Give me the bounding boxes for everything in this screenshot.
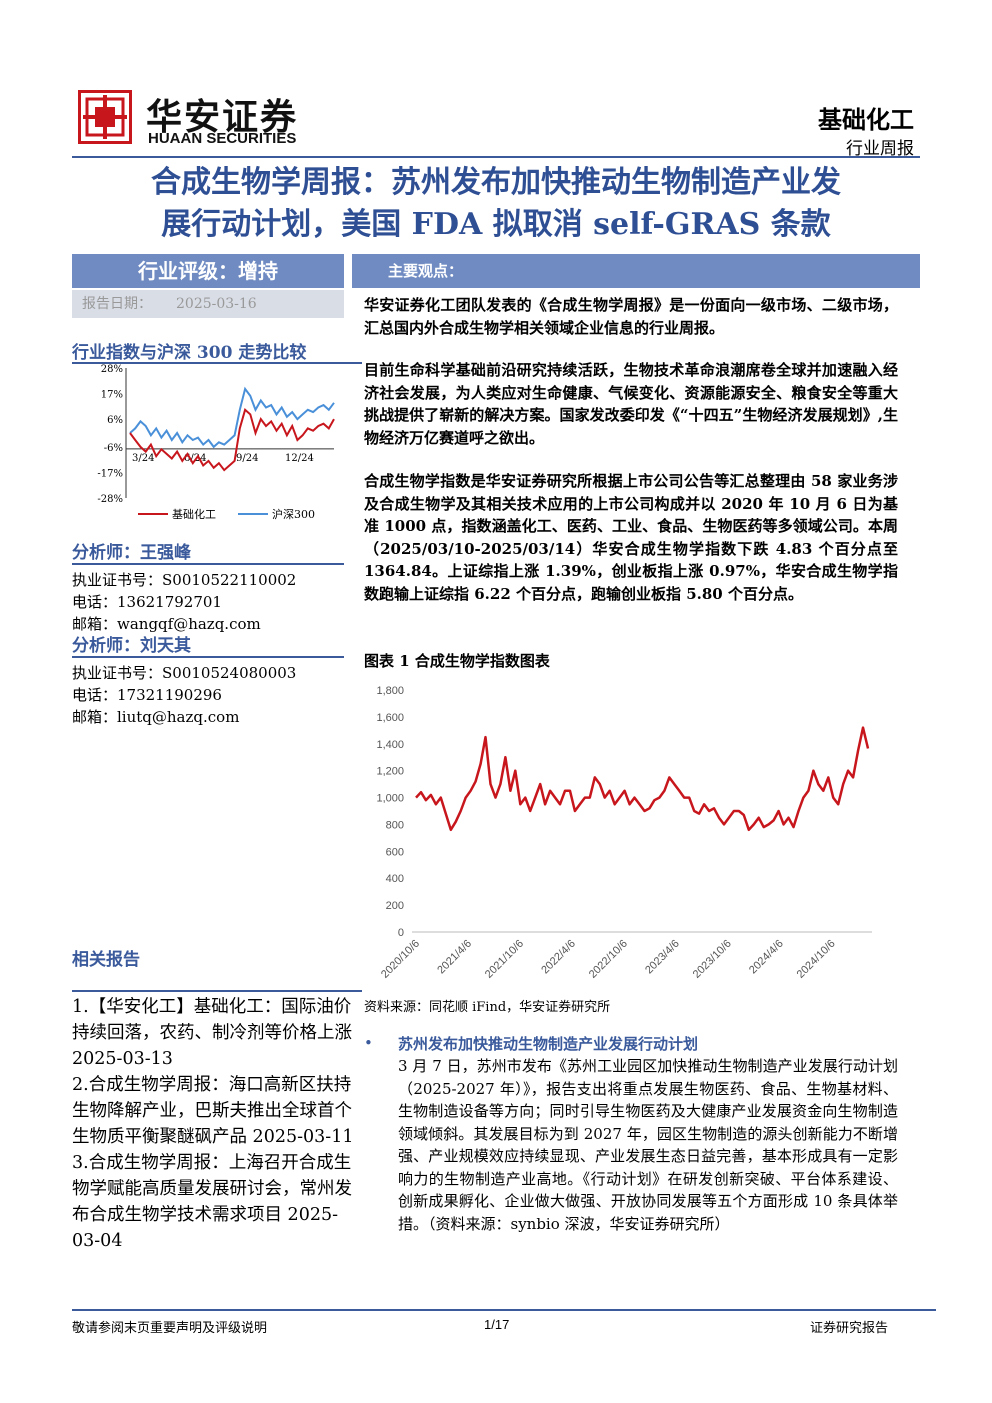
related-report-item[interactable]: 3.合成生物学周报：上海召开合成生物学赋能高质量发展研讨会，常州发布合成生物学技… — [72, 1153, 352, 1251]
index-chart-divider — [72, 362, 362, 364]
footer-report-type: 证券研究报告 — [810, 1321, 889, 1336]
analyst-1-title: 分析师：王强峰 — [72, 543, 191, 563]
logo-text-cn: 华安证券 — [146, 96, 299, 138]
y-tick-label: 1,600 — [376, 712, 404, 724]
synbio-index-chart: 0 200 400 600 800 1,000 1,200 1,400 1,600 1,800 20… — [376, 685, 872, 981]
footer-divider — [72, 1309, 936, 1311]
y-tick-label: 800 — [386, 819, 404, 831]
y-tick-label: 28% — [101, 364, 123, 375]
y-tick-label: 400 — [386, 873, 404, 885]
news-title: 苏州发布加快推动生物制造产业发展行动计划 — [398, 1035, 699, 1053]
y-tick-label: 1,000 — [376, 793, 404, 805]
analyst-1-cert: 执业证书号：S0010522110002 — [72, 571, 297, 589]
related-reports-list: 1.【华安化工】基础化工：国际油价持续回落，农药、制冷剂等价格上涨 2025-0… — [72, 994, 354, 1254]
index-comparison-chart: 28%17%6%-6%-17%-28%3/24 6/24 9/24 12/24基础化工… — [97, 364, 335, 521]
rating-banner: 行业评级：增持 — [72, 254, 344, 288]
page-title: 合成生物学周报：苏州发布加快推动生物制造产业发 展行动计划，美国 FDA 拟取消… — [72, 162, 920, 246]
x-tick-label: 2023/10/6 — [691, 938, 734, 981]
y-tick-label: -17% — [97, 468, 123, 479]
x-tick-label: 2021/10/6 — [483, 938, 526, 981]
report-date-bar: 报告日期： 2025-03-16 — [72, 290, 344, 318]
x-tick-label: 2021/4/6 — [435, 938, 474, 977]
analyst-2-email[interactable]: 邮箱：liutq@hazq.com — [72, 708, 240, 726]
main-points-banner: 主要观点： — [352, 254, 920, 288]
synbio-index-line — [415, 726, 870, 832]
related-reports-divider — [72, 990, 362, 992]
analyst-1-divider — [72, 563, 344, 565]
intro-paragraph: 华安证券化工团队发表的《合成生物学周报》是一份面向一级市场、二级市场，汇总国内外… — [364, 296, 898, 337]
series-line-基础化工 — [129, 407, 335, 472]
logo-mark — [78, 90, 132, 144]
footer-disclaimer: 敬请参阅末页重要声明及评级说明 — [72, 1321, 268, 1336]
related-report-item[interactable]: 2.合成生物学周报：海口高新区扶持生物降解产业，巴斯夫推出全球首个生物质平衡聚醚… — [72, 1075, 354, 1147]
analyst-1-email[interactable]: 邮箱：wangqf@hazq.com — [72, 615, 261, 633]
figure-source: 资料来源：同花顺 iFind，华安证券研究所 — [364, 1000, 611, 1015]
page-number: 1/17 — [484, 1317, 510, 1332]
x-tick-label: 2023/4/6 — [643, 938, 682, 977]
index-chart-title: 行业指数与沪深 300 走势比较 — [72, 343, 307, 363]
analyst-2-divider — [72, 656, 344, 658]
related-report-item[interactable]: 1.【华安化工】基础化工：国际油价持续回落，农药、制冷剂等价格上涨 2025-0… — [72, 997, 352, 1069]
x-tick-label: 12/24 — [285, 453, 314, 464]
news-body: 3 月 7 日，苏州市发布《苏州工业园区加快推动生物制造产业发展行动计划（202… — [398, 1057, 898, 1233]
analyst-2: 分析师：刘天其 执业证书号：S0010524080003 电话：17321190… — [72, 631, 344, 728]
analyst-1: 分析师：王强峰 执业证书号：S0010522110002 电话：13621792… — [72, 538, 344, 635]
y-tick-label: -28% — [97, 494, 123, 505]
sector-label: 基础化工 — [818, 105, 914, 134]
legend-label: 基础化工 — [172, 507, 216, 521]
x-tick-label: 9/24 — [236, 453, 258, 464]
analyst-1-phone: 电话：13621792701 — [72, 593, 222, 611]
title-line-1: 合成生物学周报：苏州发布加快推动生物制造产业发 — [151, 165, 841, 200]
x-tick-label: 2024/4/6 — [747, 938, 786, 977]
y-tick-label: 1,400 — [376, 739, 404, 751]
y-tick-label: 17% — [101, 390, 123, 401]
logo-seal-icon — [83, 95, 127, 139]
related-reports-title: 相关报告 — [72, 950, 140, 970]
legend-label: 沪深300 — [272, 507, 315, 521]
y-tick-label: 6% — [107, 415, 123, 426]
x-tick-label: 2022/4/6 — [539, 938, 578, 977]
logo-text-en: HUAAN SECURITIES — [148, 130, 297, 147]
x-tick-label: 2022/10/6 — [587, 938, 630, 981]
x-tick-label: 3/24 — [132, 453, 154, 464]
x-tick-label: 2024/10/6 — [795, 938, 838, 981]
y-tick-label: 1,800 — [376, 685, 404, 697]
index-paragraph: 合成生物学指数是华安证券研究所根据上市公司公告等汇总整理由 58 家业务涉及合成… — [364, 472, 898, 603]
title-line-2: 展行动计划，美国 FDA 拟取消 self-GRAS 条款 — [161, 207, 831, 242]
y-tick-label: 0 — [398, 927, 404, 939]
analyst-2-cert: 执业证书号：S0010524080003 — [72, 664, 297, 682]
doc-type-label: 行业周报 — [846, 139, 914, 159]
analyst-2-phone: 电话：17321190296 — [72, 686, 222, 704]
report-date-value: 2025-03-16 — [176, 296, 257, 312]
y-tick-label: 200 — [386, 900, 404, 912]
y-tick-label: -6% — [104, 443, 123, 454]
background-paragraph: 目前生命科学基础前沿研究持续活跃，生物技术革命浪潮席卷全球并加速融入经济社会发展… — [364, 361, 898, 447]
series-line-沪深300 — [129, 386, 335, 449]
report-date-label: 报告日期： — [82, 296, 152, 312]
figure-title: 图表 1 合成生物学指数图表 — [364, 652, 550, 670]
analyst-2-title: 分析师：刘天其 — [72, 636, 191, 656]
bullet-icon: • — [364, 1034, 373, 1052]
header-divider — [72, 156, 920, 158]
y-tick-label: 600 — [386, 846, 404, 858]
x-tick-label: 2020/10/6 — [379, 938, 422, 981]
y-tick-label: 1,200 — [376, 766, 404, 778]
